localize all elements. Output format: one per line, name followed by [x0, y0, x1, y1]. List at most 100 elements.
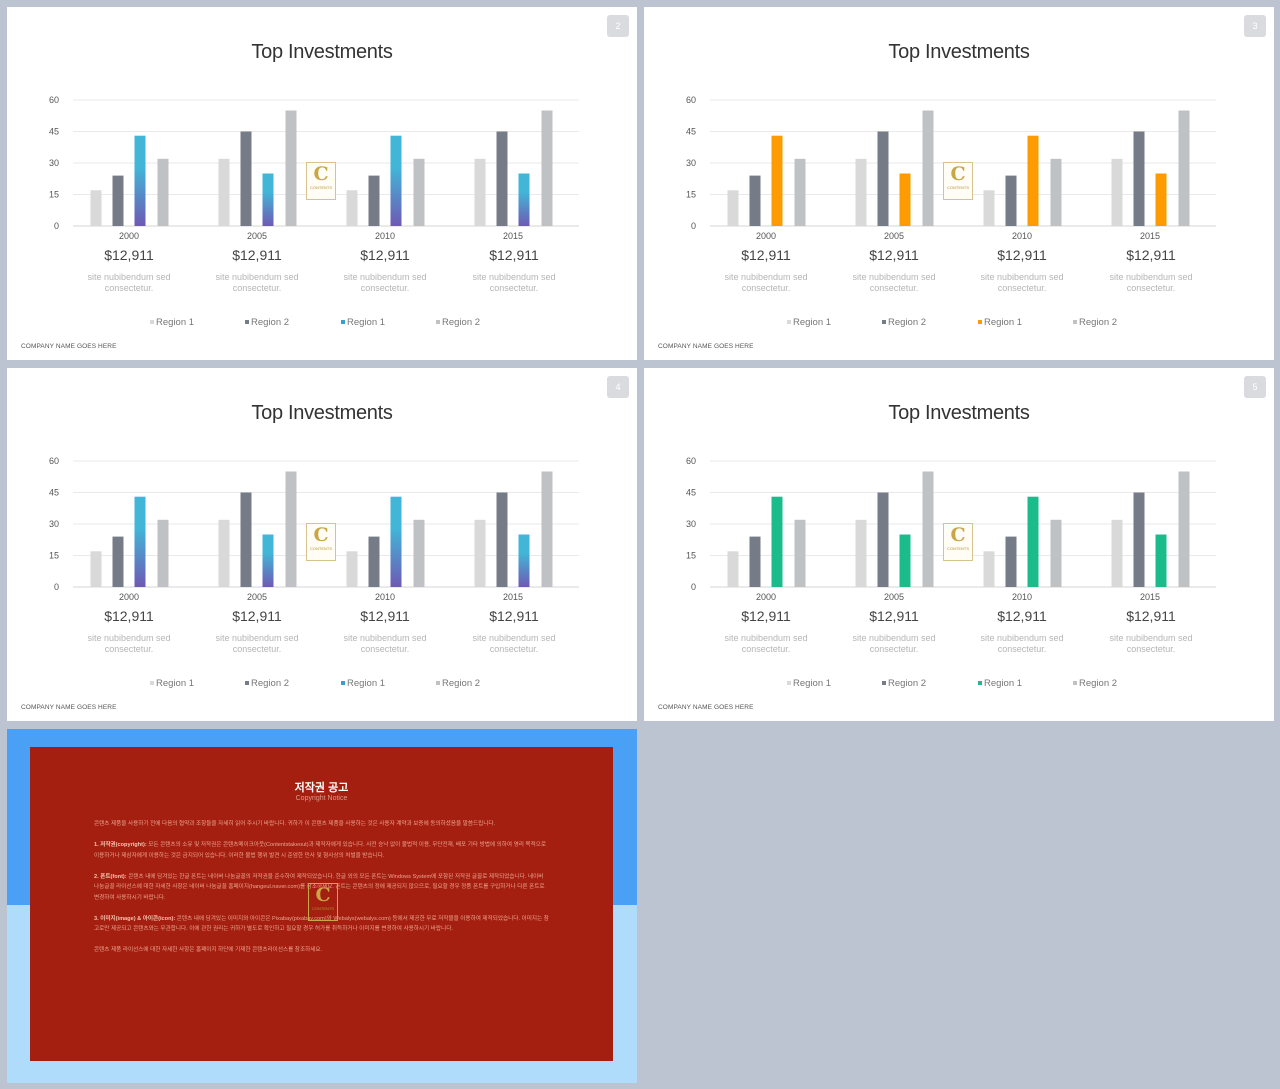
desc-2010: site nubibendum sed consectetur.: [343, 272, 427, 293]
y-tick-label: 45: [686, 488, 696, 498]
bar-2015-series-4: [1178, 110, 1190, 226]
legend-item-1: Region 1: [150, 317, 194, 328]
bar-2010-series-2: [1005, 536, 1017, 587]
bar-2015-series-4: [541, 471, 553, 587]
bar-2015-series-4: [1178, 471, 1190, 587]
amount-2015: $12,911: [489, 608, 539, 624]
slide-4[interactable]: 4 Top Investments 0 15 30 45 60 2000 2005 2010 2…: [7, 368, 637, 721]
slide-title: Top Investments: [251, 402, 393, 424]
bar-2005-series-4: [922, 110, 934, 226]
bar-2005-series-1: [855, 158, 867, 226]
bar-2015-series-2: [1133, 131, 1145, 226]
y-tick-label: 0: [54, 221, 59, 231]
slide-number-badge: 3: [1244, 15, 1266, 37]
slide-title: Top Investments: [888, 402, 1030, 424]
bar-2005-series-4: [285, 471, 297, 587]
bar-2000-series-2: [112, 536, 124, 587]
legend-item-3: Region 1: [341, 317, 385, 328]
desc-2015: site nubibendum sed consectetur.: [1109, 272, 1193, 293]
bar-2000-series-3: [771, 135, 783, 226]
legend-item-2: Region 2: [882, 317, 926, 328]
watermark-logo: C CONTENTS: [306, 162, 336, 200]
bar-2000-series-3: [771, 496, 783, 587]
y-tick-label: 45: [686, 127, 696, 137]
bar-2010-series-1: [346, 190, 358, 226]
bar-2000-series-4: [157, 519, 169, 587]
amount-2005: $12,911: [232, 608, 282, 624]
slide-5[interactable]: 5 Top Investments 0 15 30 45 60 2000 2005 2010 2…: [644, 368, 1274, 721]
legend-item-3: Region 1: [978, 317, 1022, 328]
slide-3[interactable]: 3 Top Investments 0 15 30 45 60 2000 2005 2010 2…: [644, 7, 1274, 360]
bar-2005-series-4: [285, 110, 297, 226]
bar-2005-series-3: [262, 534, 274, 587]
x-tick-label: 2010: [375, 592, 395, 602]
bar-2010-series-3: [390, 496, 402, 587]
copyright-paragraph: 콘텐츠 제품을 사용하기 전에 다음의 협약과 조항들을 자세히 읽어 주시기 …: [94, 821, 496, 827]
company-footer: COMPANY NAME GOES HERE: [658, 704, 754, 711]
bar-2000-series-1: [90, 190, 102, 226]
desc-2015: site nubibendum sed consectetur.: [1109, 633, 1193, 654]
copyright-body: 콘텐츠 제품을 사용하기 전에 다음의 협약과 조항들을 자세히 읽어 주시기 …: [94, 819, 549, 966]
y-tick-label: 15: [686, 190, 696, 200]
bar-2000-series-3: [134, 496, 146, 587]
legend-item-3: Region 1: [341, 678, 385, 689]
x-tick-label: 2000: [756, 592, 776, 602]
amount-2015: $12,911: [489, 247, 539, 263]
x-tick-label: 2005: [247, 231, 267, 241]
y-tick-label: 15: [49, 551, 59, 561]
x-tick-label: 2010: [375, 231, 395, 241]
copyright-panel: 저작권 공고 Copyright Notice 콘텐츠 제품을 사용하기 전에 …: [30, 747, 613, 1061]
x-tick-label: 2010: [1012, 231, 1032, 241]
slide-number-badge: 4: [607, 376, 629, 398]
bar-2015-series-3: [1155, 534, 1167, 587]
y-tick-label: 15: [686, 551, 696, 561]
x-tick-label: 2000: [119, 592, 139, 602]
bar-2010-series-2: [368, 175, 380, 226]
bar-2010-series-4: [413, 519, 425, 587]
y-tick-label: 30: [686, 519, 696, 529]
bar-2010-series-1: [983, 551, 995, 587]
desc-2010: site nubibendum sed consectetur.: [980, 633, 1064, 654]
desc-2010: site nubibendum sed consectetur.: [980, 272, 1064, 293]
bar-2000-series-1: [727, 190, 739, 226]
legend-item-1: Region 1: [150, 678, 194, 689]
watermark-logo: C CONTENTS: [943, 162, 973, 200]
desc-2000: site nubibendum sed consectetur.: [87, 633, 171, 654]
bar-2005-series-1: [218, 519, 230, 587]
amount-2010: $12,911: [360, 247, 410, 263]
amount-2005: $12,911: [869, 247, 919, 263]
bar-2000-series-4: [157, 158, 169, 226]
x-tick-label: 2015: [503, 231, 523, 241]
legend-item-4: Region 2: [1073, 678, 1117, 689]
bar-2015-series-3: [518, 534, 530, 587]
bar-2000-series-1: [727, 551, 739, 587]
slide-title: Top Investments: [251, 41, 393, 63]
desc-2005: site nubibendum sed consectetur.: [852, 633, 936, 654]
copyright-slide[interactable]: 저작권 공고 Copyright Notice 콘텐츠 제품을 사용하기 전에 …: [7, 729, 637, 1083]
desc-2005: site nubibendum sed consectetur.: [215, 272, 299, 293]
company-footer: COMPANY NAME GOES HERE: [21, 704, 117, 711]
y-tick-label: 15: [49, 190, 59, 200]
bar-2005-series-2: [240, 131, 252, 226]
bar-2010-series-4: [1050, 158, 1062, 226]
copyright-paragraph: 1. 저작권(copyright): 모든 콘텐츠의 소유 및 저작권은 콘텐츠…: [94, 842, 547, 859]
legend-swatch-3: [341, 320, 345, 325]
amount-2010: $12,911: [360, 608, 410, 624]
y-tick-label: 0: [54, 582, 59, 592]
copyright-paragraph: 콘텐츠 제품 라이선스에 대한 자세한 사항은 홈페이지 하단에 기재한 콘텐츠…: [94, 947, 323, 953]
amount-2005: $12,911: [869, 608, 919, 624]
bar-2010-series-1: [983, 190, 995, 226]
bar-chart: 0 15 30 45 60 2000 2005 2010 2015: [686, 95, 1216, 241]
desc-2005: site nubibendum sed consectetur.: [852, 272, 936, 293]
x-tick-label: 2005: [884, 592, 904, 602]
x-tick-label: 2015: [1140, 231, 1160, 241]
watermark-logo: C CONTENTS: [308, 883, 338, 921]
desc-2000: site nubibendum sed consectetur.: [724, 633, 808, 654]
slide-2[interactable]: 2 Top Investments 0 15 30 45 60 2000 2005 2010 2…: [7, 7, 637, 360]
desc-2015: site nubibendum sed consectetur.: [472, 272, 556, 293]
y-tick-label: 60: [49, 456, 59, 466]
bar-2000-series-2: [749, 175, 761, 226]
bar-2015-series-2: [496, 131, 508, 226]
y-tick-label: 0: [691, 221, 696, 231]
legend-item-1: Region 1: [787, 317, 831, 328]
